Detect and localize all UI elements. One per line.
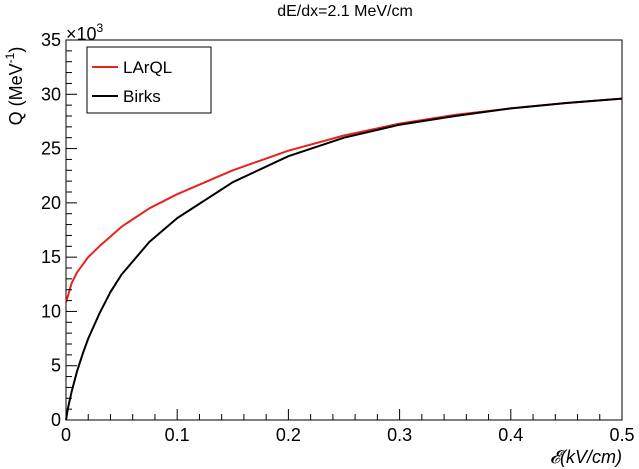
x-tick-label: 0.2 (276, 425, 301, 445)
legend-label-birks: Birks (123, 87, 161, 106)
x-axis-title: 𝓔(kV/cm) (550, 447, 622, 467)
y-multiplier: ×103 (66, 21, 104, 44)
svg-text:×103: ×103 (66, 21, 104, 44)
y-tick-label: 25 (41, 139, 61, 159)
legend-label-larql: LArQL (123, 58, 172, 77)
series-line-larql (65, 97, 623, 303)
y-axis-title-sup: -1 (3, 52, 17, 63)
y-multiplier-base: ×10 (66, 24, 97, 44)
y-tick-label: 10 (41, 301, 61, 321)
y-axis-title: Q (MeV-1) (3, 47, 26, 126)
series-line-birks (65, 97, 623, 421)
x-tick-label: 0.5 (609, 425, 634, 445)
y-tick-label: 5 (51, 356, 61, 376)
x-tick-label: 0.3 (387, 425, 412, 445)
plot-area: 0 0.1 0.2 0.3 0.4 0.5 0 5 10 15 20 25 30 35 (41, 30, 635, 445)
y-tick-label: 20 (41, 193, 61, 213)
x-tick-label: 0.4 (498, 425, 523, 445)
y-tick-label: 15 (41, 247, 61, 267)
y-multiplier-exp: 3 (97, 21, 104, 35)
x-tick-label: 0 (61, 425, 71, 445)
y-tick-label: 35 (41, 30, 61, 50)
svg-text:Q (MeV-1): Q (MeV-1) (3, 47, 26, 126)
y-axis-title-main: Q (MeV (6, 63, 26, 125)
legend-box (86, 46, 212, 114)
y-axis-title-close: ) (6, 47, 26, 53)
x-tick-label: 0.1 (165, 425, 190, 445)
legend: LArQL Birks (86, 46, 212, 114)
chart-title: dE/dx=2.1 MeV/cm (277, 3, 413, 20)
y-tick-label: 0 (51, 410, 61, 430)
y-tick-label: 30 (41, 84, 61, 104)
plot-frame (65, 39, 623, 421)
